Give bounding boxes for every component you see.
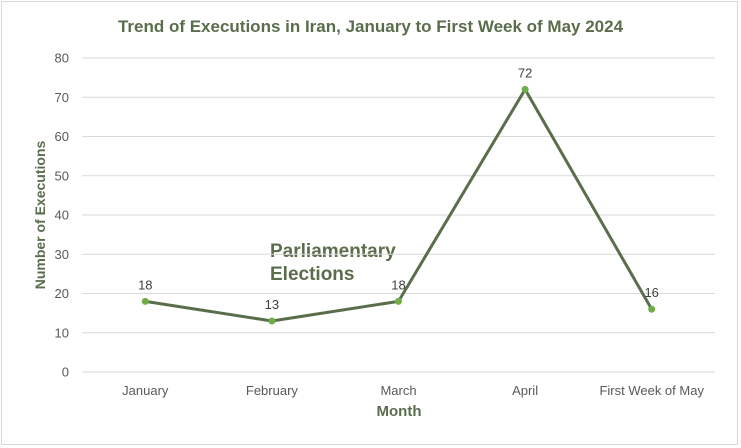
data-label-3: 72 [518, 65, 532, 80]
chart-title: Trend of Executions in Iran, January to … [117, 17, 624, 36]
data-point-0 [141, 297, 149, 305]
y-tick-label-50: 50 [55, 168, 69, 183]
x-tick-label-3: April [512, 383, 538, 398]
data-point-3 [521, 85, 529, 93]
x-tick-label-0: January [122, 383, 169, 398]
x-tick-label-2: March [380, 383, 416, 398]
y-tick-label-70: 70 [55, 90, 69, 105]
annotation-parliamentary-elections: Parliamentary Elections [270, 241, 396, 285]
data-label-1: 13 [265, 297, 279, 312]
y-tick-label-80: 80 [55, 51, 69, 66]
x-axis-label: Month [376, 403, 422, 420]
data-label-4: 16 [644, 285, 658, 300]
y-tick-label-60: 60 [55, 129, 69, 144]
x-tick-label-1: February [246, 383, 299, 398]
data-point-2 [395, 297, 402, 305]
data-point-1 [268, 317, 276, 325]
data-label-2: 18 [391, 277, 405, 292]
data-label-0: 18 [138, 277, 152, 292]
y-tick-label-30: 30 [55, 247, 69, 262]
y-tick-label-10: 10 [55, 325, 69, 340]
y-tick-label-0: 0 [62, 365, 69, 380]
data-point-4 [648, 305, 656, 313]
y-tick-label-20: 20 [55, 286, 69, 301]
y-tick-label-40: 40 [55, 208, 69, 223]
x-tick-label-4: First Week of May [599, 383, 704, 398]
